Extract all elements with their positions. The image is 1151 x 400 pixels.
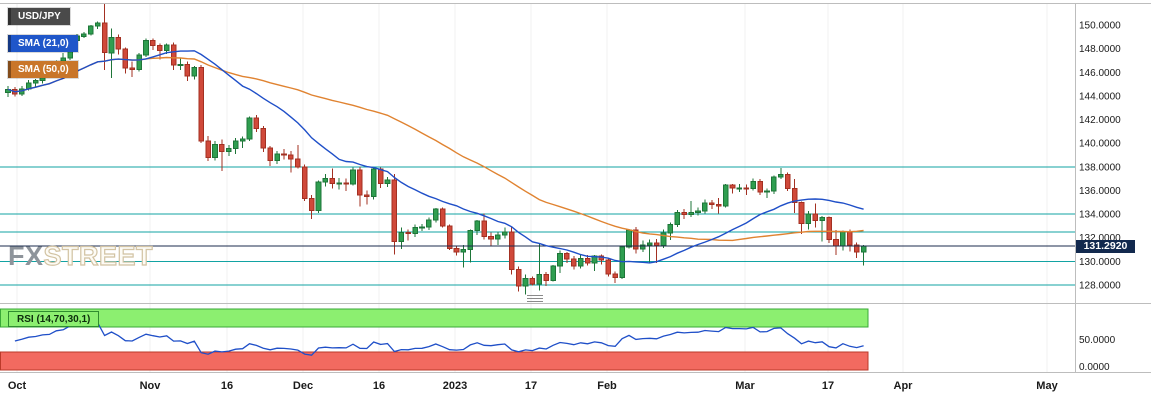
time-axis-labels: Oct Nov 16 Dec 16 2023 17 Feb Mar 17 Apr May xyxy=(8,380,1059,392)
sma-21-line xyxy=(7,50,864,264)
svg-text:0.0000: 0.0000 xyxy=(1079,362,1110,373)
svg-text:140.0000: 140.0000 xyxy=(1079,139,1121,150)
panel-resize-handle[interactable] xyxy=(527,295,543,302)
svg-text:2023: 2023 xyxy=(443,380,467,392)
sma-50-line xyxy=(7,56,864,242)
sma-fast-legend[interactable]: SMA (21,0) xyxy=(8,35,78,52)
svg-text:132.0000: 132.0000 xyxy=(1079,233,1121,244)
svg-text:Feb: Feb xyxy=(597,380,617,392)
svg-text:Nov: Nov xyxy=(140,380,162,392)
sma-slow-legend[interactable]: SMA (50,0) xyxy=(8,61,78,78)
rsi-line xyxy=(14,322,864,356)
rsi-overbought-band xyxy=(0,308,869,328)
svg-text:Mar: Mar xyxy=(735,380,755,392)
svg-text:Oct: Oct xyxy=(8,380,27,392)
rsi-label: RSI (14,70,30,1) xyxy=(17,313,91,325)
svg-text:17: 17 xyxy=(525,380,537,392)
symbol-label: USD/JPY xyxy=(18,11,61,22)
svg-text:136.0000: 136.0000 xyxy=(1079,186,1121,197)
current-price-badge: 131.2920 xyxy=(1076,240,1135,253)
svg-text:16: 16 xyxy=(221,380,233,392)
candles xyxy=(5,4,867,295)
svg-text:50.0000: 50.0000 xyxy=(1079,335,1116,346)
svg-text:138.0000: 138.0000 xyxy=(1079,162,1121,173)
svg-text:130.0000: 130.0000 xyxy=(1079,257,1121,268)
panel-borders xyxy=(0,3,1151,373)
svg-text:144.0000: 144.0000 xyxy=(1079,91,1121,102)
svg-text:150.0000: 150.0000 xyxy=(1079,21,1121,32)
svg-text:May: May xyxy=(1036,380,1058,392)
svg-text:128.0000: 128.0000 xyxy=(1079,281,1121,292)
svg-text:Dec: Dec xyxy=(293,380,313,392)
sma-slow-label: SMA (50,0) xyxy=(18,64,69,75)
rsi-legend[interactable]: RSI (14,70,30,1) xyxy=(8,311,100,327)
symbol-legend[interactable]: USD/JPY xyxy=(8,8,70,25)
svg-text:16: 16 xyxy=(373,380,385,392)
rsi-oversold-band xyxy=(0,351,869,371)
svg-text:142.0000: 142.0000 xyxy=(1079,115,1121,126)
sma-fast-label: SMA (21,0) xyxy=(18,38,69,49)
price-axis-labels: 150.0000 148.0000 146.0000 144.0000 142.0000… xyxy=(1079,21,1121,292)
svg-text:146.0000: 146.0000 xyxy=(1079,68,1121,79)
price-level-lines xyxy=(0,166,1075,286)
rsi-axis-labels: 50.0000 0.0000 xyxy=(1079,335,1116,373)
svg-text:134.0000: 134.0000 xyxy=(1079,210,1121,221)
svg-text:Apr: Apr xyxy=(894,380,914,392)
svg-text:17: 17 xyxy=(822,380,834,392)
svg-text:148.0000: 148.0000 xyxy=(1079,44,1121,55)
